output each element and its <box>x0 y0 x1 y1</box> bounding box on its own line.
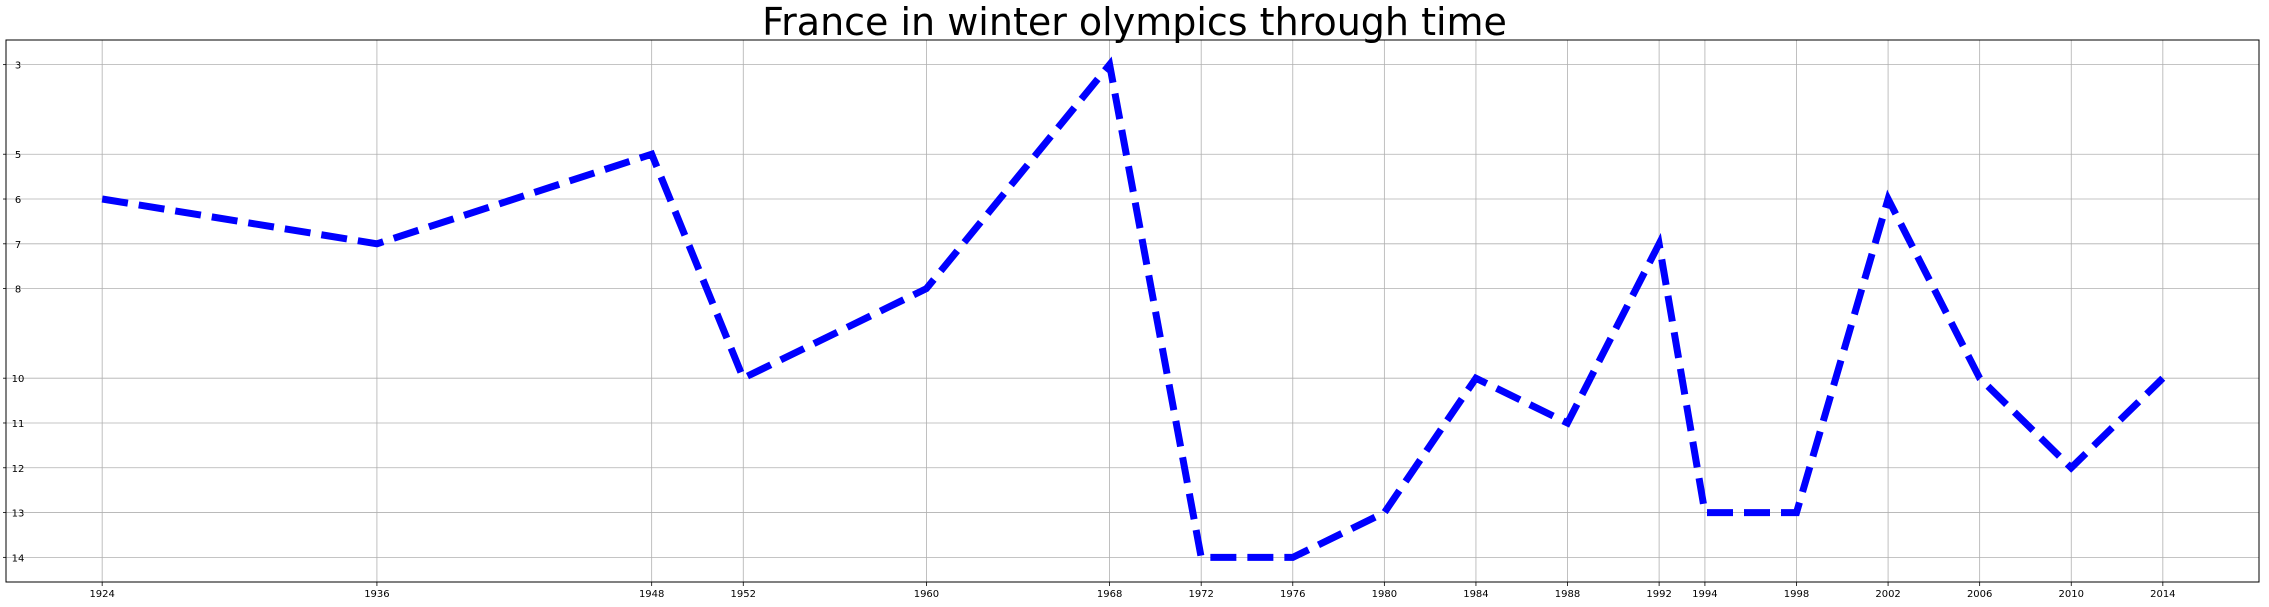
x-tick-label: 1992 <box>1646 589 1671 600</box>
y-tick-label: 14 <box>12 553 25 564</box>
x-tick-label: 2014 <box>2150 589 2175 600</box>
x-tick-label: 1994 <box>1692 589 1717 600</box>
x-axis: 1924 1936 1948 1952 1960 1968 1972 1976 1980 1984… <box>89 582 2176 600</box>
x-tick-label: 1960 <box>914 589 939 600</box>
x-tick-label: 1980 <box>1372 589 1397 600</box>
y-tick-label: 3 <box>15 61 21 72</box>
x-tick-label: 2006 <box>1967 589 1992 600</box>
chart-title: France in winter olympics through time <box>762 0 1507 44</box>
x-tick-label: 2002 <box>1875 589 1900 600</box>
x-tick-label: 1952 <box>731 589 756 600</box>
y-tick-label: 11 <box>12 419 25 430</box>
y-tick-label: 7 <box>15 240 21 251</box>
x-tick-label: 1984 <box>1463 589 1488 600</box>
grid <box>6 40 2259 582</box>
x-tick-label: 1988 <box>1555 589 1580 600</box>
x-tick-label: 2010 <box>2059 589 2084 600</box>
x-tick-label: 1924 <box>89 589 114 600</box>
series-layer <box>101 56 2166 561</box>
x-tick-label: 1976 <box>1280 589 1305 600</box>
y-tick-label: 6 <box>15 195 21 206</box>
y-tick-label: 13 <box>12 509 25 520</box>
x-tick-label: 1936 <box>364 589 389 600</box>
y-tick-label: 10 <box>12 374 25 385</box>
x-tick-label: 1972 <box>1188 589 1213 600</box>
plot-area-frame <box>5 39 2260 583</box>
x-tick-label: 1998 <box>1784 589 1809 600</box>
x-tick-label: 1948 <box>639 589 664 600</box>
y-tick-label: 12 <box>12 464 25 475</box>
y-axis: 3 5 6 7 8 10 11 12 13 14 <box>3 61 25 564</box>
series-line <box>101 56 2166 561</box>
y-tick-label: 5 <box>15 150 21 161</box>
y-tick-label: 8 <box>15 285 21 296</box>
x-tick-label: 1968 <box>1097 589 1122 600</box>
